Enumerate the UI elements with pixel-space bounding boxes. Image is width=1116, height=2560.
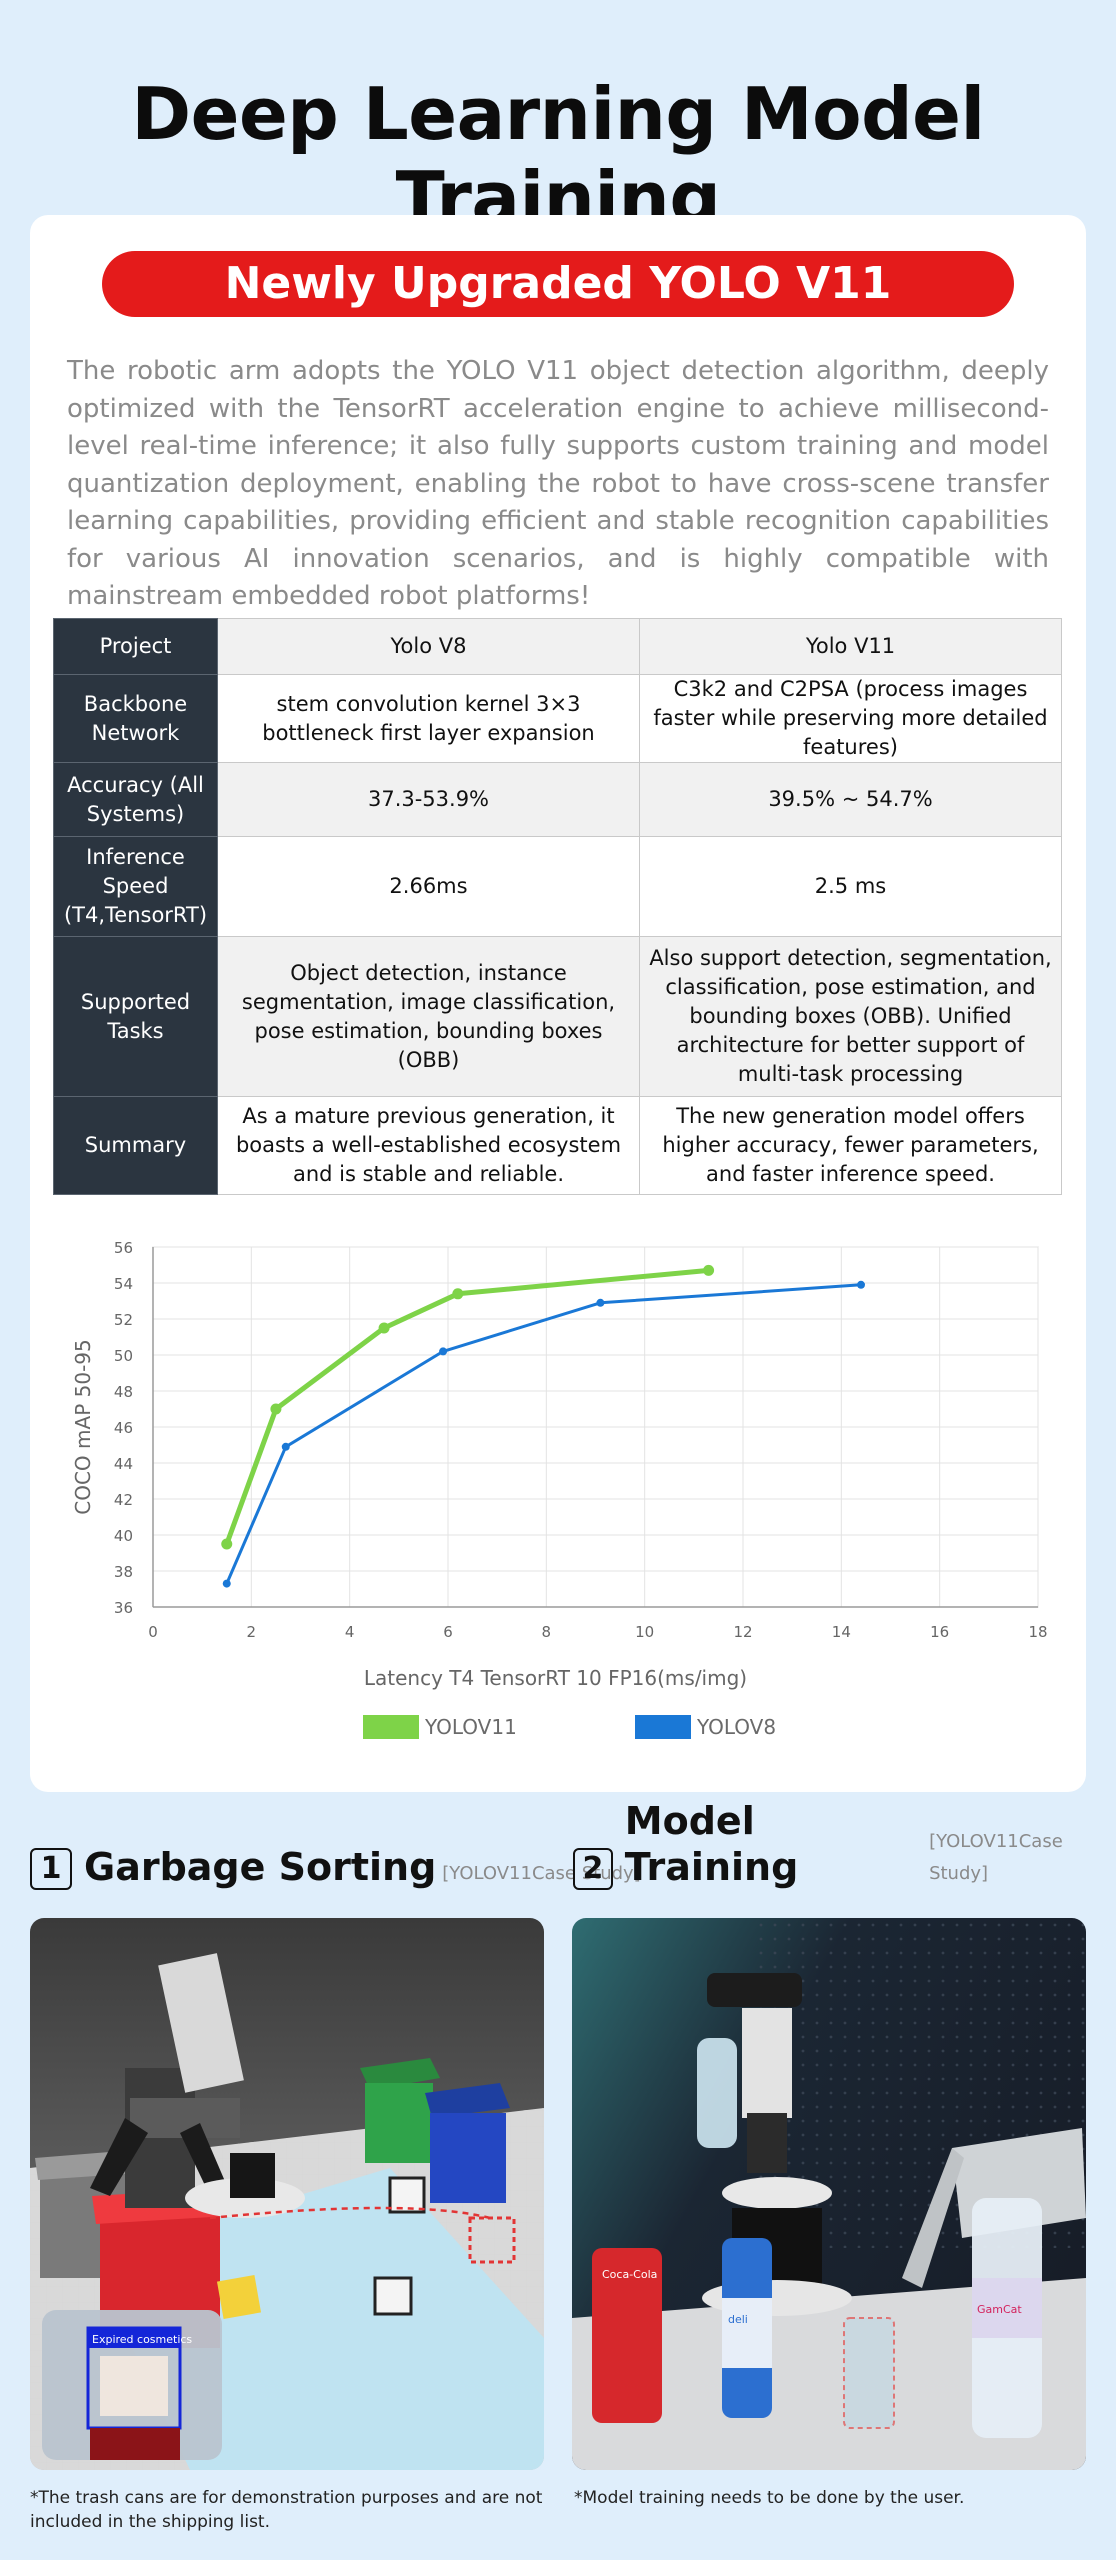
row-label: Inference Speed (T4,TensorRT) (53, 836, 218, 937)
cell-yolov11: The new generation model offers higher a… (639, 1096, 1062, 1195)
y-tick-label: 56 (114, 1239, 133, 1257)
row-label: Backbone Network (53, 674, 218, 763)
data-point-yolov11 (378, 1322, 390, 1334)
inset-label: Expired cosmetics (92, 2333, 192, 2346)
y-tick-label: 46 (114, 1419, 133, 1437)
intro-paragraph: The robotic arm adopts the YOLO V11 obje… (67, 356, 1049, 611)
row-label: Accuracy (All Systems) (53, 762, 218, 837)
cell-yolov8: Object detection, instance segmentation,… (217, 936, 640, 1097)
garbage-sorting-caption: *The trash cans are for demonstration pu… (30, 2488, 543, 2532)
data-point-yolov8 (857, 1280, 865, 1289)
yolo-card: Newly Upgraded YOLO V11 Algorithm The ro… (30, 215, 1086, 1792)
y-tick-label: 42 (114, 1491, 133, 1509)
model-training-illustration: Coca-Cola deli GamCat (572, 1918, 1086, 2470)
cell-yolov8: As a mature previous generation, it boas… (217, 1096, 640, 1195)
cell-yolov11: 2.5 ms (639, 836, 1062, 937)
table-row: Backbone Network stem convolution kernel… (53, 674, 1062, 763)
y-tick-label: 44 (114, 1455, 133, 1473)
model-training-photo: Coca-Cola deli GamCat (572, 1918, 1086, 2470)
y-tick-label: 52 (114, 1311, 133, 1329)
x-axis-label: Latency T4 TensorRT 10 FP16(ms/img) (364, 1666, 747, 1690)
section-number: 1 (30, 1848, 72, 1890)
y-tick-label: 50 (114, 1347, 133, 1365)
latency-map-chart: 36 38 40 42 44 46 48 50 52 54 56 0 2 4 6 8 10 12 14 16 18 Lat… (30, 1215, 1086, 1755)
can-label: Coca-Cola (602, 2268, 657, 2281)
section-model-training-title: 2 Model Training [YOLOV11Case Study] (573, 1799, 1116, 1890)
upgrade-banner: Newly Upgraded YOLO V11 Algorithm (102, 251, 1014, 375)
table-row: Summary As a mature previous generation,… (53, 1096, 1062, 1195)
x-tick-label: 10 (635, 1623, 654, 1641)
x-tick-label: 12 (733, 1623, 752, 1641)
x-tick-label: 16 (930, 1623, 949, 1641)
x-tick-label: 0 (148, 1623, 158, 1641)
y-axis-label: COCO mAP 50-95 (71, 1339, 95, 1514)
cell-yolov11: Also support detection, segmentation, cl… (639, 936, 1062, 1097)
data-point-yolov8 (222, 1579, 231, 1588)
cell-yolov8: 2.66ms (217, 836, 640, 937)
y-tick-label: 36 (114, 1599, 133, 1617)
x-tick-label: 6 (443, 1623, 453, 1641)
section-number: 2 (573, 1848, 613, 1890)
legend-swatch-yolov11 (363, 1715, 419, 1739)
y-tick-label: 38 (114, 1563, 133, 1581)
x-tick-label: 18 (1028, 1623, 1047, 1641)
data-point-yolov8 (596, 1298, 605, 1307)
data-point-yolov8 (281, 1442, 290, 1451)
table-header-yolov11: Yolo V11 (639, 618, 1062, 675)
garbage-sorting-illustration: Expired cosmetics (30, 1918, 544, 2470)
table-header-project: Project (53, 618, 218, 675)
table-row: Accuracy (All Systems) 37.3-53.9% 39.5% … (53, 762, 1062, 837)
cell-yolov8: stem convolution kernel 3×3 bottleneck f… (217, 674, 640, 763)
garbage-sorting-photo: Expired cosmetics (30, 1918, 544, 2470)
bottle-label: deli (728, 2313, 748, 2326)
x-tick-label: 4 (345, 1623, 355, 1641)
x-tick-label: 8 (542, 1623, 552, 1641)
row-label: Summary (53, 1096, 218, 1195)
legend-label-yolov8: YOLOV8 (696, 1715, 776, 1739)
x-tick-label: 14 (832, 1623, 851, 1641)
data-point-yolov8 (439, 1347, 448, 1356)
legend-label-yolov11: YOLOV11 (424, 1715, 517, 1739)
table-header-row: Project Yolo V8 Yolo V11 (53, 618, 1062, 675)
cell-yolov11: C3k2 and C2PSA (process images faster wh… (639, 674, 1062, 763)
data-point-yolov11 (452, 1288, 464, 1300)
row-label: Supported Tasks (53, 936, 218, 1097)
section-subtitle: [YOLOV11Case Study] (442, 1863, 641, 1884)
x-tick-label: 2 (247, 1623, 257, 1641)
section-name: Model Training (624, 1799, 799, 1889)
y-tick-label: 40 (114, 1527, 133, 1545)
cell-yolov8: 37.3-53.9% (217, 762, 640, 837)
y-tick-label: 48 (114, 1383, 133, 1401)
water-label: GamCat (977, 2303, 1022, 2316)
legend-swatch-yolov8 (635, 1715, 691, 1739)
y-tick-label: 54 (114, 1275, 133, 1293)
section-subtitle: [YOLOV11Case Study] (929, 1831, 1063, 1884)
data-point-yolov11 (221, 1538, 233, 1550)
section-garbage-sorting-title: 1 Garbage Sorting [YOLOV11Case Study] (30, 1840, 641, 1890)
table-row: Inference Speed (T4,TensorRT) 2.66ms 2.5… (53, 836, 1062, 937)
data-point-yolov11 (703, 1264, 715, 1276)
page-title: Deep Learning Model Training (131, 72, 985, 240)
data-point-yolov11 (270, 1403, 282, 1415)
section-name: Garbage Sorting (84, 1845, 437, 1889)
table-header-yolov8: Yolo V8 (217, 618, 640, 675)
comparison-table: Project Yolo V8 Yolo V11 Backbone Networ… (53, 618, 1062, 1195)
table-row: Supported Tasks Object detection, instan… (53, 936, 1062, 1097)
cell-yolov11: 39.5% ~ 54.7% (639, 762, 1062, 837)
model-training-caption: *Model training needs to be done by the … (574, 2488, 965, 2508)
